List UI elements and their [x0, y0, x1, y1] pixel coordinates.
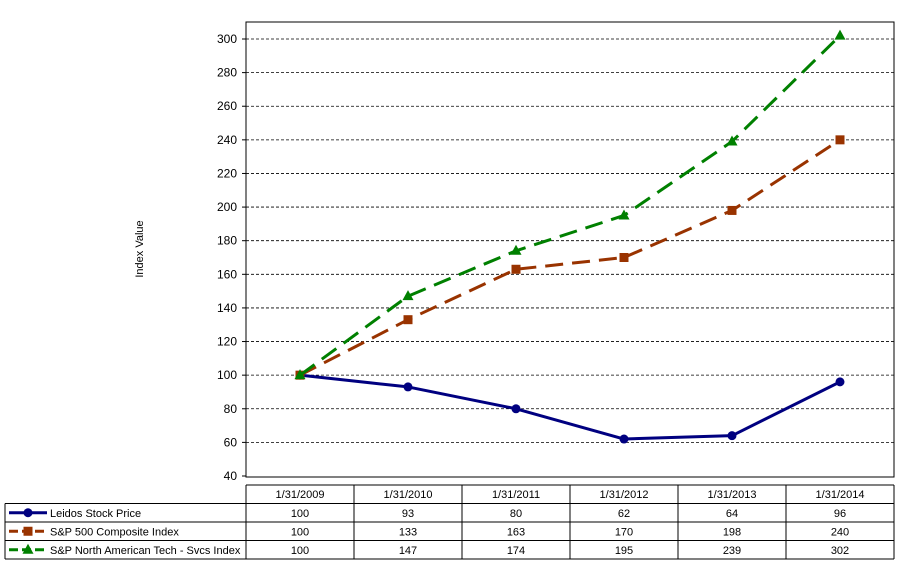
gridlines	[245, 21, 895, 478]
series-2-point-3	[618, 209, 630, 220]
x-category-label: 1/31/2014	[816, 489, 865, 501]
y-tick-label: 240	[217, 133, 237, 147]
series-lines	[294, 29, 846, 444]
series-0-point-3	[619, 434, 629, 444]
x-category-label: 1/31/2010	[384, 489, 433, 501]
table-value: 62	[618, 508, 630, 520]
x-category-label: 1/31/2011	[492, 489, 540, 501]
table-value: 198	[723, 526, 741, 538]
data-table: 1/31/2009 1/31/2010 1/31/2011 1/31/2012 1/31…	[4, 484, 895, 560]
table-value: 240	[831, 526, 849, 538]
y-tick-label: 300	[217, 32, 237, 46]
x-category-label: 1/31/2013	[708, 489, 757, 501]
series-1-line	[299, 138, 841, 377]
y-tick-label: 280	[217, 66, 237, 80]
y-tick-label: 140	[217, 301, 237, 315]
series-0	[295, 370, 845, 444]
series-2-point-1	[402, 290, 414, 301]
table-value: 93	[402, 508, 414, 520]
series-0-point-4	[727, 431, 737, 441]
plot-area-border	[245, 21, 895, 478]
legend-label-1: S&P 500 Composite Index	[50, 526, 179, 538]
table-value: 163	[507, 526, 525, 538]
series-legend-0-point-key	[23, 508, 33, 518]
x-category-label: 1/31/2012	[600, 489, 649, 501]
series-2	[294, 29, 846, 380]
series-1-point-4	[727, 205, 737, 215]
table-value: 302	[831, 545, 849, 557]
series-1	[295, 135, 845, 380]
series-0-line	[299, 373, 841, 441]
y-tick-label: 260	[217, 99, 237, 113]
y-tick-label: 200	[217, 200, 237, 214]
x-category-label: 1/31/2009	[276, 489, 325, 501]
table-value: 100	[291, 526, 309, 538]
series-0-point-2	[511, 404, 521, 414]
legend-label-0: Leidos Stock Price	[50, 508, 141, 520]
table-value: 170	[615, 526, 633, 538]
series-2-point-2	[510, 244, 522, 255]
table-value: 174	[507, 545, 525, 557]
y-tick-label: 40	[224, 469, 238, 483]
y-tick-label: 60	[224, 435, 238, 449]
y-tick-label: 220	[217, 166, 237, 180]
table-value: 100	[291, 508, 309, 520]
y-tick-label: 120	[217, 335, 237, 349]
series-1-point-1	[403, 315, 413, 325]
y-tick-label: 160	[217, 267, 237, 281]
series-2-point-5	[834, 29, 846, 40]
series-1-point-3	[619, 253, 629, 262]
y-axis: 40 60 80 100 120 140 160 180 200 220 240 260 280 300	[217, 32, 246, 483]
table-value: 100	[291, 545, 309, 557]
series-2-point-4	[726, 135, 738, 146]
table-value: 147	[399, 545, 417, 557]
y-tick-label: 180	[217, 234, 237, 248]
series-0-point-1	[403, 382, 413, 392]
table-value: 133	[399, 526, 417, 538]
series-2-point-0	[294, 369, 306, 380]
legend-label-2: S&P North American Tech - Svcs Index	[50, 545, 241, 557]
table-value: 239	[723, 545, 741, 557]
series-1-point-2	[511, 264, 521, 274]
series-legend-2-point-key	[22, 543, 34, 554]
y-tick-label: 100	[217, 368, 237, 382]
y-axis-label: Index Value	[134, 220, 146, 277]
series-0-point-5	[835, 377, 845, 387]
table-value: 96	[834, 508, 846, 520]
table-value: 64	[726, 508, 738, 520]
series-legend-1-point-key	[23, 526, 33, 536]
series-2-line	[299, 34, 842, 377]
y-tick-label: 80	[224, 402, 238, 416]
series-1-point-5	[835, 135, 845, 145]
table-value: 195	[615, 545, 633, 557]
table-value: 80	[510, 508, 522, 520]
